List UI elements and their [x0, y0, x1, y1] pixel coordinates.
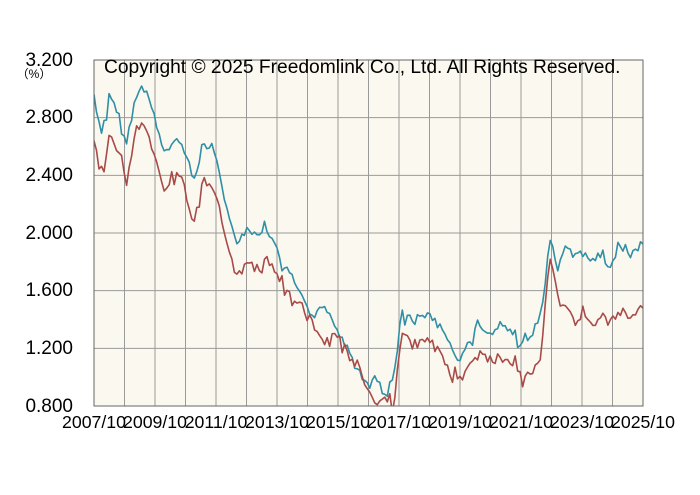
- svg-text:2013/10: 2013/10: [245, 412, 309, 432]
- svg-text:2017/10: 2017/10: [367, 412, 431, 432]
- svg-text:2019/10: 2019/10: [428, 412, 492, 432]
- svg-text:2009/10: 2009/10: [123, 412, 187, 432]
- svg-text:2011/10: 2011/10: [185, 412, 248, 432]
- svg-text:2021/10: 2021/10: [489, 412, 553, 432]
- svg-text:2025/10: 2025/10: [611, 412, 675, 432]
- svg-text:（%）: （%）: [17, 67, 52, 81]
- svg-text:2015/10: 2015/10: [306, 412, 370, 432]
- svg-text:2007/10: 2007/10: [62, 412, 126, 432]
- svg-text:2.000: 2.000: [25, 223, 73, 244]
- svg-text:2.800: 2.800: [25, 107, 73, 128]
- svg-text:1.600: 1.600: [25, 280, 73, 301]
- svg-text:2023/10: 2023/10: [550, 412, 614, 432]
- svg-text:2.400: 2.400: [25, 165, 73, 186]
- svg-text:Copyright © 2025 Freedomlink C: Copyright © 2025 Freedomlink Co., Ltd. A…: [104, 57, 620, 78]
- svg-text:1.200: 1.200: [25, 338, 73, 359]
